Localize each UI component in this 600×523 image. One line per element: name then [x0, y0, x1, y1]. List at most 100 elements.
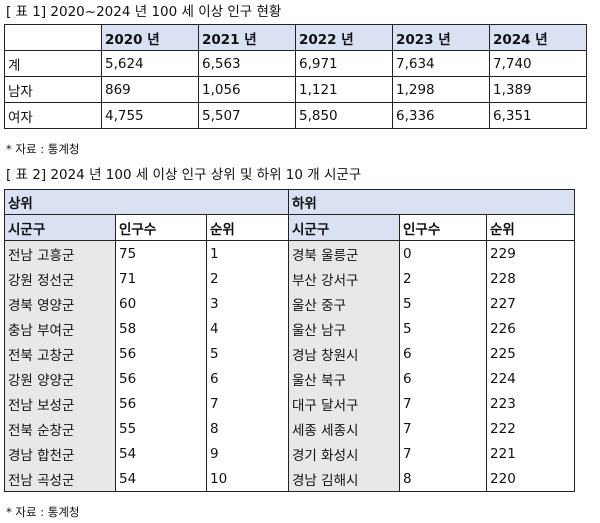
top-rank-cell: 6 [205, 366, 290, 391]
table-row: 전남 보성군 56 7 대구 달서구 7 223 [4, 391, 576, 416]
table1-row-total: 계 5,624 6,563 6,971 7,634 7,740 [4, 50, 587, 77]
table2-caption: [ 표 2] 2024 년 100 세 이상 인구 상위 및 하위 10 개 시… [6, 167, 362, 183]
table-row: 강원 양양군 56 6 울산 북구 6 224 [4, 366, 576, 391]
table1-source-note: * 자료 : 통계청 [6, 142, 80, 156]
table-cell: 1,298 [392, 76, 490, 103]
col-region-bottom: 시군구 [288, 214, 401, 241]
table2-source-note: * 자료 : 통계청 [6, 505, 80, 519]
top-rank-cell: 9 [205, 441, 290, 466]
table-cell: 6,336 [392, 102, 490, 129]
row-label: 남자 [4, 76, 102, 103]
table-cell: 1,389 [489, 76, 587, 103]
table2-header-row: 시군구 인구수 순위 시군구 인구수 순위 [4, 214, 576, 241]
table-row: 전남 곡성군 54 10 경남 김해시 8 220 [4, 466, 576, 492]
top-pop-cell: 56 [115, 341, 207, 366]
bottom-pop-cell: 2 [399, 266, 488, 291]
table-row: 충남 부여군 58 4 울산 남구 5 226 [4, 316, 576, 341]
row-label: 계 [4, 50, 102, 77]
top-rank-cell: 10 [205, 466, 290, 492]
bottom-region-cell: 울산 남구 [288, 316, 401, 341]
table-cell: 869 [101, 76, 199, 103]
bottom-rank-cell: 227 [486, 291, 576, 316]
bottom-pop-cell: 6 [399, 341, 488, 366]
bottom-region-cell: 경남 창원시 [288, 341, 401, 366]
top-pop-cell: 56 [115, 366, 207, 391]
bottom-pop-cell: 7 [399, 441, 488, 466]
table-cell: 6,971 [295, 50, 393, 77]
table1-corner-cell [4, 24, 102, 51]
top-pop-cell: 54 [115, 466, 207, 492]
bottom-region-cell: 울산 중구 [288, 291, 401, 316]
bottom-region-cell: 울산 북구 [288, 366, 401, 391]
col-region-top: 시군구 [4, 214, 116, 241]
top-region-cell: 충남 부여군 [4, 316, 116, 341]
bottom-pop-cell: 6 [399, 366, 488, 391]
top-pop-cell: 58 [115, 316, 207, 341]
top-pop-cell: 56 [115, 391, 207, 416]
bottom-rank-cell: 226 [486, 316, 576, 341]
bottom-rank-cell: 221 [486, 441, 576, 466]
bottom-region-cell: 경기 화성시 [288, 441, 401, 466]
group-top-header: 상위 [3, 189, 290, 215]
bottom-region-cell: 부산 강서구 [288, 266, 401, 291]
top-region-cell: 경북 영양군 [4, 291, 116, 316]
top-rank-cell: 2 [205, 266, 290, 291]
table1-caption: [ 표 1] 2020~2024 년 100 세 이상 인구 현황 [6, 4, 282, 20]
top-region-cell: 강원 정선군 [4, 266, 116, 291]
top-pop-cell: 55 [115, 416, 207, 441]
top-pop-cell: 54 [115, 441, 207, 466]
bottom-pop-cell: 5 [399, 316, 488, 341]
table2-group-row: 상위 하위 [3, 189, 576, 215]
table-row: 경남 합천군 54 9 경기 화성시 7 221 [4, 441, 576, 466]
bottom-pop-cell: 7 [399, 391, 488, 416]
table1-row-male: 남자 869 1,056 1,121 1,298 1,389 [4, 76, 587, 103]
table-cell: 7,634 [392, 50, 490, 77]
top-region-cell: 전남 고흥군 [4, 240, 116, 266]
top-rank-cell: 3 [205, 291, 290, 316]
top-region-cell: 전남 보성군 [4, 391, 116, 416]
table-cell: 6,351 [489, 102, 587, 129]
bottom-rank-cell: 225 [486, 341, 576, 366]
col-rank-bottom: 순위 [486, 214, 576, 241]
bottom-rank-cell: 224 [486, 366, 576, 391]
top-pop-cell: 75 [115, 240, 207, 266]
table-cell: 1,121 [295, 76, 393, 103]
table-row: 전북 순창군 55 8 세종 세종시 7 222 [4, 416, 576, 441]
bottom-pop-cell: 0 [399, 240, 488, 266]
top-rank-cell: 8 [205, 416, 290, 441]
table1-col-2022: 2022 년 [295, 24, 393, 51]
table-cell: 5,850 [295, 102, 393, 129]
table-cell: 6,563 [198, 50, 296, 77]
table1-row-female: 여자 4,755 5,507 5,850 6,336 6,351 [4, 102, 587, 129]
bottom-rank-cell: 229 [486, 240, 576, 266]
top-region-cell: 강원 양양군 [4, 366, 116, 391]
col-pop-top: 인구수 [115, 214, 207, 241]
top-region-cell: 경남 합천군 [4, 441, 116, 466]
table-cell: 5,507 [198, 102, 296, 129]
table-row: 경북 영양군 60 3 울산 중구 5 227 [4, 291, 576, 316]
table-cell: 5,624 [101, 50, 199, 77]
bottom-rank-cell: 223 [486, 391, 576, 416]
bottom-rank-cell: 220 [486, 466, 576, 492]
bottom-pop-cell: 7 [399, 416, 488, 441]
bottom-region-cell: 세종 세종시 [288, 416, 401, 441]
row-label: 여자 [4, 102, 102, 129]
group-bottom-header: 하위 [288, 189, 576, 215]
table-cell: 1,056 [198, 76, 296, 103]
population-status-table: 2020 년 2021 년 2022 년 2023 년 2024 년 계 5,6… [4, 24, 587, 129]
col-pop-bottom: 인구수 [399, 214, 488, 241]
table-cell: 4,755 [101, 102, 199, 129]
bottom-region-cell: 경북 울릉군 [288, 240, 401, 266]
col-rank-top: 순위 [205, 214, 290, 241]
table1-col-2024: 2024 년 [489, 24, 587, 51]
top-rank-cell: 5 [205, 341, 290, 366]
top-pop-cell: 71 [115, 266, 207, 291]
top-rank-cell: 7 [205, 391, 290, 416]
bottom-pop-cell: 5 [399, 291, 488, 316]
table-row: 전북 고창군 56 5 경남 창원시 6 225 [4, 341, 576, 366]
bottom-rank-cell: 228 [486, 266, 576, 291]
top-pop-cell: 60 [115, 291, 207, 316]
table-row: 전남 고흥군 75 1 경북 울릉군 0 229 [4, 240, 576, 266]
table-row: 강원 정선군 71 2 부산 강서구 2 228 [4, 266, 576, 291]
top-region-cell: 전북 순창군 [4, 416, 116, 441]
